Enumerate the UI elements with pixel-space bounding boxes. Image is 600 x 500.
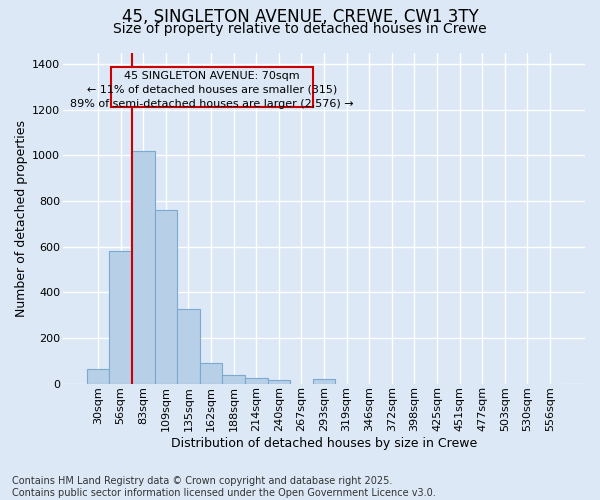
Bar <box>87 368 109 384</box>
Bar <box>245 378 268 384</box>
Bar <box>268 380 290 384</box>
Text: Size of property relative to detached houses in Crewe: Size of property relative to detached ho… <box>113 22 487 36</box>
Text: Contains HM Land Registry data © Crown copyright and database right 2025.
Contai: Contains HM Land Registry data © Crown c… <box>12 476 436 498</box>
Bar <box>109 251 132 384</box>
Bar <box>313 379 335 384</box>
Bar <box>132 150 155 384</box>
Bar <box>155 210 177 384</box>
Text: 45 SINGLETON AVENUE: 70sqm
← 11% of detached houses are smaller (315)
89% of sem: 45 SINGLETON AVENUE: 70sqm ← 11% of deta… <box>70 71 353 109</box>
Y-axis label: Number of detached properties: Number of detached properties <box>15 120 28 316</box>
Bar <box>200 363 223 384</box>
FancyBboxPatch shape <box>110 68 313 108</box>
Text: 45, SINGLETON AVENUE, CREWE, CW1 3TY: 45, SINGLETON AVENUE, CREWE, CW1 3TY <box>122 8 478 26</box>
Bar <box>177 310 200 384</box>
Bar <box>223 375 245 384</box>
X-axis label: Distribution of detached houses by size in Crewe: Distribution of detached houses by size … <box>171 437 477 450</box>
